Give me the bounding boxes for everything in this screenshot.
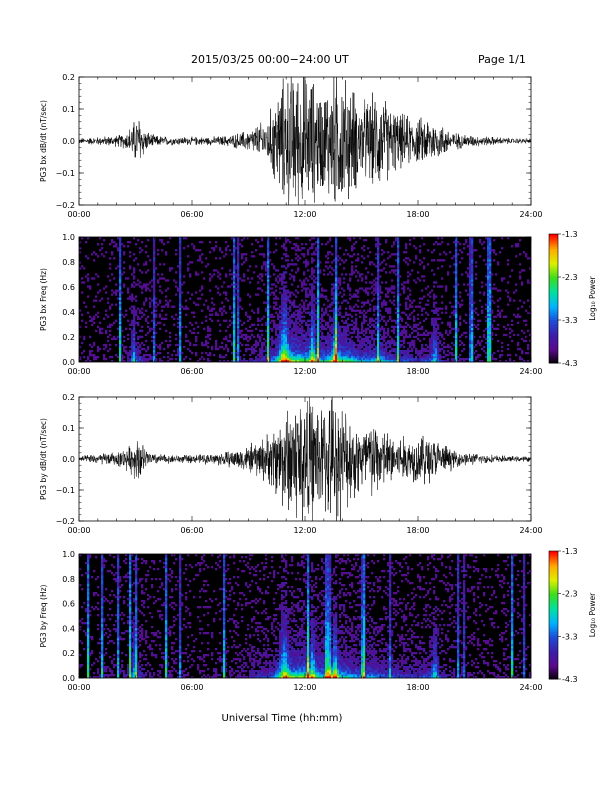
- y-axis-label: PG3 by Freq (Hz): [39, 584, 48, 647]
- y-tick-label: 0.4: [62, 308, 75, 317]
- colorbar-tick-label: -3.3: [562, 632, 578, 641]
- x-tick-label: 00:00: [67, 683, 90, 692]
- colorbar-panel-4: -1.3 -2.3 -3.3 -4.3 Log₁₀ Power: [548, 547, 597, 684]
- y-tick-label: 0.4: [62, 624, 75, 633]
- heatmap-cells-panel-2: [79, 237, 532, 363]
- series-line-panel-3: [79, 397, 531, 521]
- panel-2-axes: 00:00 06:00 12:00 18:00 24:00 1.0 0.8 0.6 0.4 0.2…: [39, 233, 543, 376]
- y-axis-label: PG3 bx dB/dt (nT/sec): [39, 100, 48, 182]
- x-tick-label: 12:00: [293, 526, 316, 535]
- colorbar-tick-label: -1.3: [562, 230, 578, 239]
- y-tick-label: 0.0: [62, 358, 75, 367]
- x-tick-label: 00:00: [67, 210, 90, 219]
- x-tick-label: 18:00: [406, 683, 429, 692]
- y-tick-label: −0.1: [56, 486, 75, 495]
- colorbar-tick-label: -4.3: [562, 359, 578, 368]
- y-tick-label: 1.0: [62, 233, 75, 242]
- x-tick-label: 06:00: [180, 683, 203, 692]
- x-tick-label: 12:00: [293, 367, 316, 376]
- y-tick-label: −0.2: [56, 201, 75, 210]
- colorbar-tick-label: -2.3: [562, 273, 578, 282]
- y-tick-label: 0.2: [62, 393, 75, 402]
- heatmap-cells-panel-4: [79, 554, 532, 679]
- colorbar-label: Log₁₀ Power: [588, 592, 597, 637]
- page-number: Page 1/1: [478, 53, 526, 66]
- y-axis-label: PG3 by dB/dt (nT/sec): [39, 418, 48, 500]
- y-tick-label: 0.1: [62, 105, 75, 114]
- colorbar-frame: [548, 550, 559, 680]
- x-tick-label: 24:00: [519, 210, 542, 219]
- x-tick-label: 12:00: [293, 683, 316, 692]
- colorbar-tick-label: -3.3: [562, 316, 578, 325]
- x-tick-label: 06:00: [180, 210, 203, 219]
- colorbar-label: Log₁₀ Power: [588, 275, 597, 320]
- y-tick-label: 0.0: [62, 137, 75, 146]
- series-line-panel-1: [79, 77, 531, 205]
- y-tick-label: 0.1: [62, 424, 75, 433]
- x-tick-label: 00:00: [67, 526, 90, 535]
- x-tick-label: 24:00: [519, 526, 542, 535]
- colorbar-frame: [548, 233, 559, 364]
- panel-4-axes: 00:00 06:00 12:00 18:00 24:00 1.0 0.8 0.6 0.4 0.2…: [39, 550, 543, 692]
- panel-1-axes: 00:00 06:00 12:00 18:00 24:00 0.2 0.1 0.0 −0.1 −0…: [39, 73, 543, 219]
- y-tick-label: 0.0: [62, 674, 75, 683]
- x-tick-label: 18:00: [406, 367, 429, 376]
- y-tick-label: −0.1: [56, 169, 75, 178]
- colorbar-tick-label: -2.3: [562, 590, 578, 599]
- x-tick-label: 12:00: [293, 210, 316, 219]
- x-tick-label: 06:00: [180, 526, 203, 535]
- y-tick-label: 0.2: [62, 333, 75, 342]
- colorbar-panel-2: -1.3 -2.3 -3.3 -4.3 Log₁₀ Power: [548, 230, 597, 368]
- x-tick-label: 06:00: [180, 367, 203, 376]
- y-tick-label: −0.2: [56, 517, 75, 526]
- y-tick-label: 1.0: [62, 550, 75, 559]
- x-tick-label: 18:00: [406, 210, 429, 219]
- page-title: 2015/03/25 00:00−24:00 UT: [191, 53, 349, 66]
- y-tick-label: 0.0: [62, 455, 75, 464]
- x-tick-label: 18:00: [406, 526, 429, 535]
- y-tick-label: 0.6: [62, 600, 75, 609]
- y-tick-label: 0.6: [62, 283, 75, 292]
- x-tick-label: 00:00: [67, 367, 90, 376]
- panel-3-axes: 00:00 06:00 12:00 18:00 24:00 0.2 0.1 0.0 −0.1 −0…: [39, 393, 543, 535]
- y-tick-label: 0.2: [62, 73, 75, 82]
- colorbar-tick-label: -1.3: [562, 547, 578, 556]
- x-tick-label: 24:00: [519, 683, 542, 692]
- colorbar-tick-label: -4.3: [562, 675, 578, 684]
- x-tick-label: 24:00: [519, 367, 542, 376]
- y-tick-label: 0.2: [62, 649, 75, 658]
- y-axis-label: PG3 bx Freq (Hz): [39, 268, 48, 331]
- x-axis-label: Universal Time (hh:mm): [222, 713, 343, 724]
- y-tick-label: 0.8: [62, 258, 75, 267]
- y-tick-label: 0.8: [62, 575, 75, 584]
